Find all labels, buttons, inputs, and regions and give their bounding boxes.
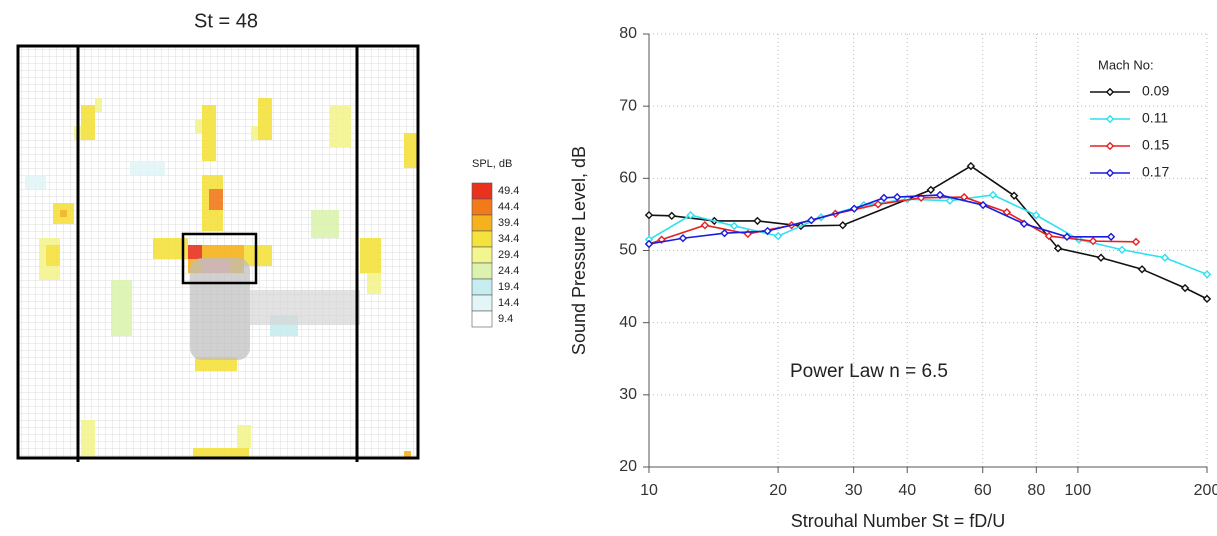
colorbar-label: SPL, dB	[472, 158, 512, 170]
point-marker	[1031, 210, 1041, 220]
focus-box	[181, 232, 258, 285]
point-marker	[945, 196, 955, 205]
colorbar-swatch	[471, 310, 493, 328]
colorbar-tick-label: 39.4	[498, 217, 519, 229]
point-marker	[1106, 232, 1116, 241]
colorbar-swatch	[471, 278, 493, 296]
legend-label: 0.09	[1142, 83, 1169, 99]
colorbar-tick-label: 9.4	[498, 313, 513, 325]
colorbar-tick-label: 44.4	[498, 201, 519, 213]
series-line	[648, 194, 1208, 276]
x-tick-label: 100	[1065, 482, 1092, 499]
y-tick-label: 80	[619, 25, 637, 42]
y-tick-label: 70	[619, 97, 637, 114]
colorbar-tick-label: 24.4	[498, 265, 519, 277]
point-marker	[873, 200, 883, 209]
point-marker	[1009, 191, 1019, 200]
point-marker	[1096, 253, 1106, 262]
colorbar-tick-label: 34.4	[498, 233, 519, 245]
point-marker	[763, 226, 772, 236]
point-marker	[988, 190, 998, 200]
legend-marker	[1105, 141, 1115, 151]
point-marker	[1202, 294, 1212, 304]
x-tick-label: 60	[974, 482, 992, 499]
x-tick-label: 30	[845, 482, 863, 499]
colorbar-swatch	[471, 198, 493, 216]
point-marker	[807, 216, 816, 225]
y-tick-label: 30	[619, 386, 637, 403]
legend-marker	[1105, 168, 1115, 178]
colorbar: 49.4 44.4 39.4 34.4 29.4 24.4 19.4 14.4 9.4	[471, 182, 519, 328]
legend-marker	[1105, 87, 1115, 97]
colorbar-swatch	[471, 182, 493, 200]
point-marker	[730, 221, 739, 231]
point-marker	[678, 234, 688, 243]
sound-map: St = 48 SPL, dB	[16, 10, 512, 462]
point-marker	[935, 190, 945, 200]
point-marker	[667, 211, 676, 221]
point-marker	[700, 221, 710, 230]
x-tick-label: 10	[640, 482, 658, 499]
point-marker	[850, 204, 859, 213]
colorbar-swatch	[471, 230, 493, 248]
colorbar-tick-label: 14.4	[498, 297, 519, 309]
colorbar-tick-label: 49.4	[498, 185, 519, 197]
point-marker	[1062, 232, 1072, 241]
y-tick-label: 20	[619, 458, 637, 475]
series-line	[648, 165, 1208, 300]
colorbar-tick-label: 19.4	[498, 281, 519, 293]
x-tick-label: 40	[898, 482, 916, 499]
point-marker	[1137, 265, 1147, 274]
x-tick-label: 80	[1027, 482, 1045, 499]
x-axis-label: Strouhal Number St = fD/U	[791, 511, 1006, 531]
point-marker	[1180, 283, 1190, 293]
x-tick-label: 200	[1194, 482, 1217, 499]
model-body	[190, 258, 250, 360]
point-marker	[926, 185, 935, 195]
point-marker	[1117, 245, 1127, 254]
point-marker	[1019, 219, 1029, 228]
point-marker	[1044, 231, 1054, 241]
annotation: Power Law n = 6.5	[790, 361, 948, 382]
point-marker	[1160, 253, 1170, 262]
point-marker	[773, 231, 783, 241]
y-axis-label: Sound Pressure Level, dB	[569, 146, 589, 355]
point-marker	[879, 193, 889, 203]
model-strut	[250, 290, 360, 325]
point-marker	[978, 200, 988, 210]
colorbar-swatch	[471, 294, 493, 312]
y-tick-label: 50	[619, 242, 637, 259]
colorbar-swatch	[471, 262, 493, 280]
point-marker	[966, 161, 976, 171]
point-marker	[753, 216, 762, 226]
y-tick-label: 40	[619, 314, 637, 331]
map-title: St = 48	[194, 10, 258, 32]
point-marker	[644, 239, 654, 249]
point-marker	[720, 228, 729, 238]
point-marker	[644, 210, 654, 220]
point-marker	[1053, 244, 1063, 253]
x-tick-label: 20	[769, 482, 787, 499]
point-marker	[657, 235, 666, 244]
legend-title: Mach No:	[1098, 57, 1154, 72]
legend-label: 0.15	[1142, 137, 1169, 153]
colorbar-swatch	[471, 246, 493, 264]
point-marker	[1131, 237, 1141, 247]
legend-marker	[1105, 114, 1115, 124]
colorbar-swatch	[471, 214, 493, 232]
y-tick-label: 60	[619, 170, 637, 187]
map-cells	[25, 98, 418, 458]
map-frame	[16, 44, 420, 460]
point-marker	[838, 221, 847, 230]
point-marker	[1088, 236, 1098, 246]
point-marker	[1202, 270, 1212, 279]
colorbar-tick-label: 29.4	[498, 249, 519, 261]
legend-label: 0.11	[1142, 110, 1168, 126]
legend-label: 0.17	[1142, 164, 1169, 180]
point-marker	[892, 192, 902, 202]
point-marker	[686, 210, 695, 220]
